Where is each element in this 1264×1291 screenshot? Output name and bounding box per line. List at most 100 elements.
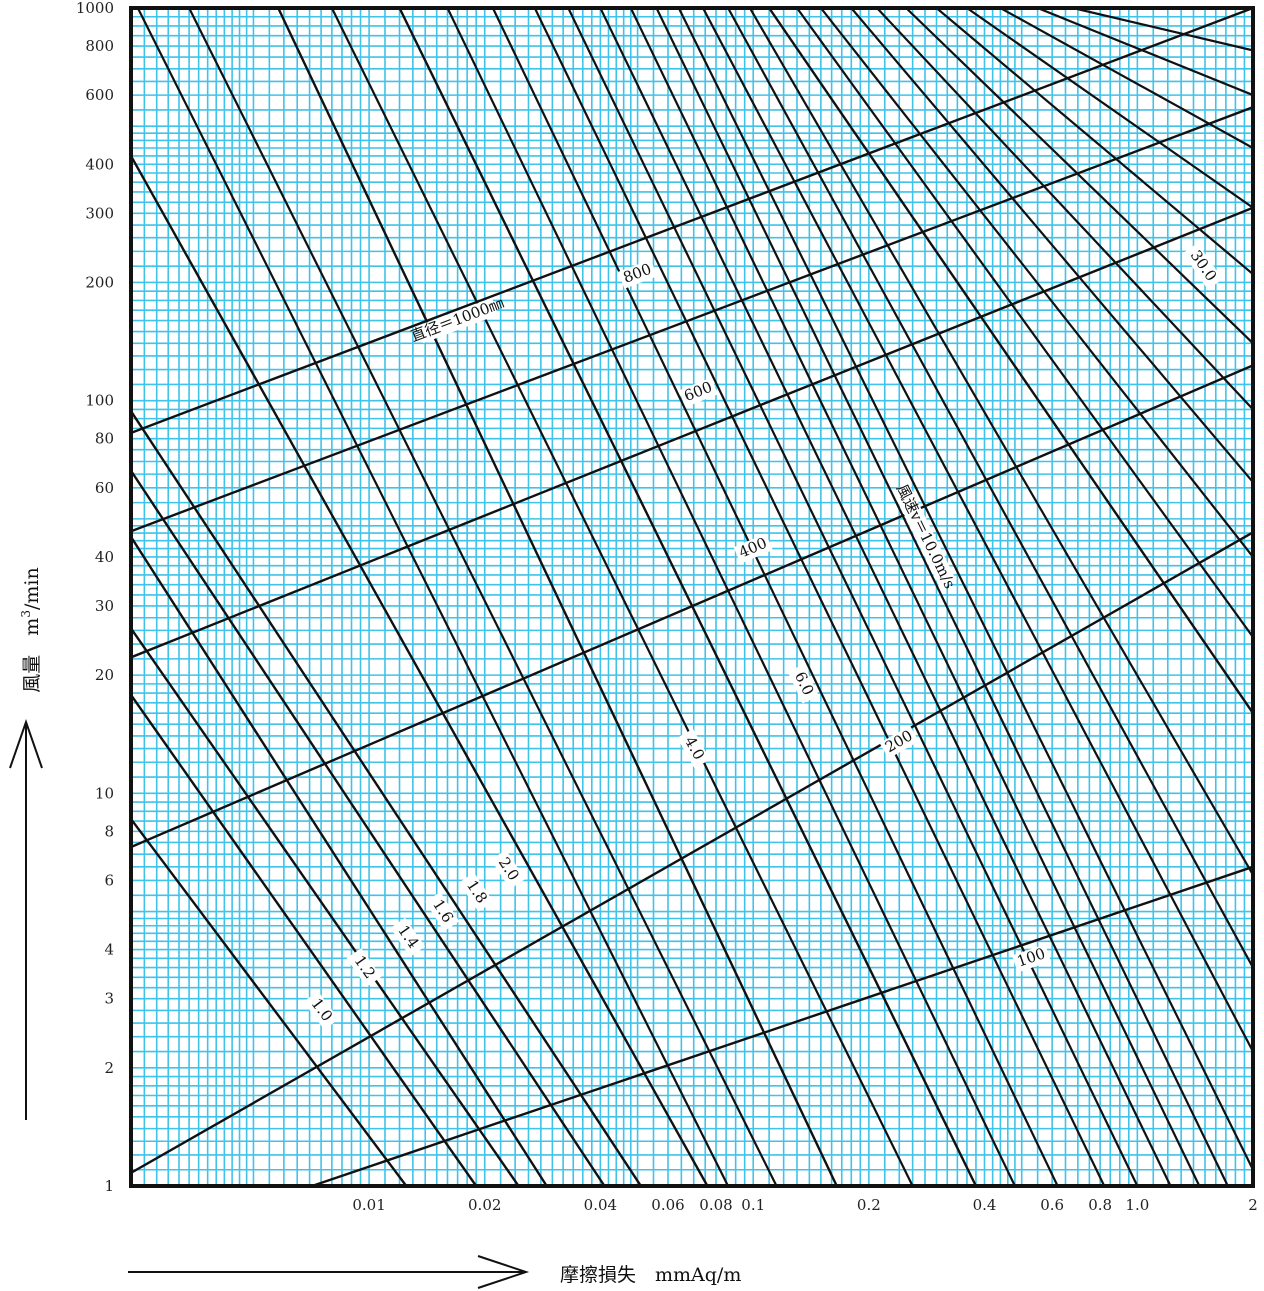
velocity-label-bg: [303, 991, 339, 1030]
diameter-label-bg: [678, 377, 719, 408]
y-axis-title-main: 風量 m: [21, 618, 43, 693]
velocity-line-1: [131, 818, 408, 1186]
velocity-line-unlabeled: [966, 8, 1253, 209]
velocity-line-6: [277, 8, 838, 1186]
velocity-lines: [131, 8, 1253, 1186]
velocity-line-10: [398, 8, 978, 1186]
y-tick-label: 400: [85, 155, 114, 173]
diameter-label-bg: [1011, 944, 1051, 973]
x-axis-title: 摩擦損失 mmAq/m: [560, 1264, 741, 1286]
velocity-line-unlabeled: [136, 8, 730, 1186]
y-tick-label: 100: [85, 392, 114, 410]
velocity-line-unlabeled: [188, 8, 778, 1186]
velocity-line-2: [131, 410, 642, 1186]
y-tick-label: 30: [95, 597, 114, 615]
y-tick-label: 800: [85, 37, 114, 55]
y-axis-title: 風量 m3/min: [19, 567, 43, 692]
diameter-line-1000: [131, 8, 1253, 434]
velocity-line-unlabeled: [820, 8, 1253, 558]
velocity-line-unlabeled: [876, 8, 1253, 411]
velocity-line-1.2: [131, 694, 478, 1186]
diameter-label-bg: [417, 297, 499, 344]
x-tick-label: 0.08: [699, 1196, 732, 1214]
velocity-line-1.6: [131, 536, 548, 1186]
y-axis-title-superscript: 3: [19, 610, 33, 618]
y-tick-label: 2: [104, 1059, 114, 1077]
y-tick-label: 300: [85, 204, 114, 222]
y-tick-label: 40: [95, 548, 114, 566]
velocity-line-unlabeled: [905, 8, 1253, 345]
x-tick-label: 0.4: [973, 1196, 997, 1214]
velocity-line-unlabeled: [446, 8, 1016, 1186]
velocity-line-unlabeled: [999, 8, 1253, 149]
velocity-line-unlabeled: [599, 8, 1172, 1186]
velocity-line-unlabeled: [629, 8, 1201, 1186]
y-tick-label: 1: [104, 1177, 114, 1195]
velocity-line-unlabeled: [655, 8, 1229, 1186]
y-axis-arrow: [9, 718, 43, 1120]
svg-text:風量 m3/min: 風量 m3/min: [19, 567, 43, 692]
velocity-line-unlabeled: [1037, 8, 1253, 97]
y-tick-label: 3: [104, 990, 114, 1008]
y-tick-label: 6: [104, 871, 114, 889]
velocity-line-1.8: [131, 470, 606, 1186]
y-tick-label: 60: [95, 479, 114, 497]
y-axis-ticks: 1 2 3 4 6 8 10 20 30 40 60 80 100 200 300 400 600 800 1000: [76, 0, 114, 1195]
x-tick-label: 2: [1248, 1196, 1258, 1214]
diameter-label-bg: [733, 533, 773, 564]
x-tick-label: 0.8: [1088, 1196, 1112, 1214]
velocity-line-unlabeled: [533, 8, 1106, 1186]
velocity-label-bg: [390, 917, 426, 957]
plot-frame: [129, 6, 1255, 1188]
diameter-label: 100: [1015, 944, 1048, 970]
velocity-line-unlabeled: [1072, 8, 1253, 52]
y-tick-label: 8: [104, 822, 114, 840]
velocity-label-bg: [425, 891, 460, 932]
diameter-line-100: [311, 865, 1253, 1186]
x-tick-label: 0.6: [1040, 1196, 1064, 1214]
velocity-label-bg: [677, 728, 711, 769]
velocity-label-bg: [459, 872, 494, 912]
velocity-line-unlabeled: [796, 8, 1253, 638]
velocity-label-bg: [490, 849, 526, 890]
velocity-line-1.4: [131, 627, 520, 1186]
diameter-line-600: [131, 206, 1253, 659]
diameter-line-800: [131, 106, 1253, 533]
velocity-line-unlabeled: [677, 8, 1253, 1171]
velocity-line-unlabeled: [850, 8, 1253, 483]
velocity-line-unlabeled: [330, 8, 914, 1186]
x-tick-label: 0.04: [584, 1196, 617, 1214]
velocity-line-30: [768, 8, 1253, 714]
x-tick-label: 0.02: [468, 1196, 501, 1214]
x-axis-ticks: 0.01 0.02 0.04 0.06 0.08 0.1 0.2 0.4 0.6 0.8 1.0 2: [352, 1196, 1257, 1214]
y-tick-label: 1000: [76, 0, 114, 17]
velocity-label-bg: [787, 664, 819, 704]
velocity-line-unlabeled: [702, 8, 1253, 1053]
y-tick-label: 80: [95, 430, 114, 448]
velocity-line-unlabeled: [935, 8, 1253, 275]
velocity-line-unlabeled: [491, 8, 1059, 1186]
y-tick-label: 200: [85, 273, 114, 291]
x-tick-label: 0.01: [352, 1196, 385, 1214]
y-tick-label: 20: [95, 666, 114, 684]
velocity-line-4: [131, 155, 709, 1186]
x-tick-label: 0.1: [741, 1196, 765, 1214]
y-tick-label: 10: [95, 784, 114, 802]
velocity-line-unlabeled: [567, 8, 1139, 1186]
diameter-label-bg: [618, 259, 658, 289]
y-axis-title-tail: /min: [21, 567, 43, 610]
x-tick-label: 0.06: [651, 1196, 684, 1214]
velocity-label-bg: [893, 484, 957, 589]
velocity-line-unlabeled: [748, 8, 1253, 876]
y-tick-label: 4: [104, 941, 114, 959]
x-tick-label: 1.0: [1125, 1196, 1149, 1214]
diameter-label-bg: [879, 725, 919, 759]
velocity-label-bg: [1182, 242, 1223, 290]
y-tick-label: 600: [85, 86, 114, 104]
velocity-label-bg: [346, 948, 382, 988]
x-tick-label: 0.2: [857, 1196, 881, 1214]
velocity-line-unlabeled: [727, 8, 1253, 969]
diameter-line-200: [131, 531, 1253, 1174]
x-axis-arrow: [128, 1255, 530, 1289]
